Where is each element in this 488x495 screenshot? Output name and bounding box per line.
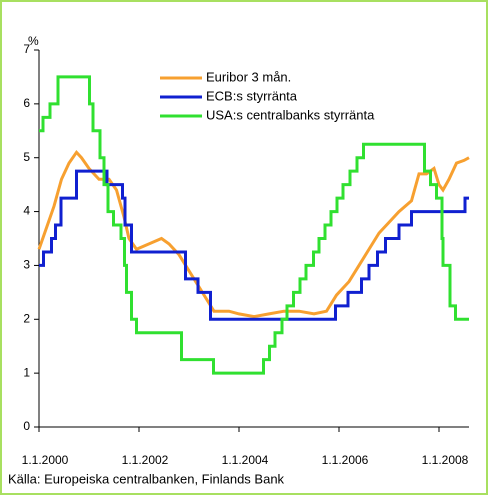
y-tick-label: 3	[23, 258, 30, 272]
y-tick-label: 5	[23, 150, 30, 164]
y-tick-label: 7	[23, 42, 30, 56]
legend-label: USA:s centralbanks styrränta	[206, 107, 375, 122]
series-line	[39, 169, 469, 321]
series-line	[37, 149, 470, 319]
y-tick-label: 1	[23, 365, 30, 379]
x-tick-label: 1.1.2002	[122, 453, 169, 467]
y-axis-label: %	[28, 34, 39, 48]
x-tick-label: 1.1.2000	[22, 453, 69, 467]
source: Källa: Europeiska centralbanken, Finland…	[8, 471, 285, 486]
legend-label: Euribor 3 mån.	[206, 69, 291, 84]
series-line	[39, 75, 469, 375]
x-tick-label: 1.1.2008	[422, 453, 469, 467]
y-tick-label: 4	[23, 204, 30, 218]
y-tick-label: 6	[23, 96, 30, 110]
y-tick-label: 2	[23, 311, 30, 325]
y-tick-label: 0	[23, 419, 30, 433]
x-tick-label: 1.1.2006	[322, 453, 369, 467]
x-tick-label: 1.1.2004	[222, 453, 269, 467]
legend-label: ECB:s styrränta	[206, 88, 298, 103]
